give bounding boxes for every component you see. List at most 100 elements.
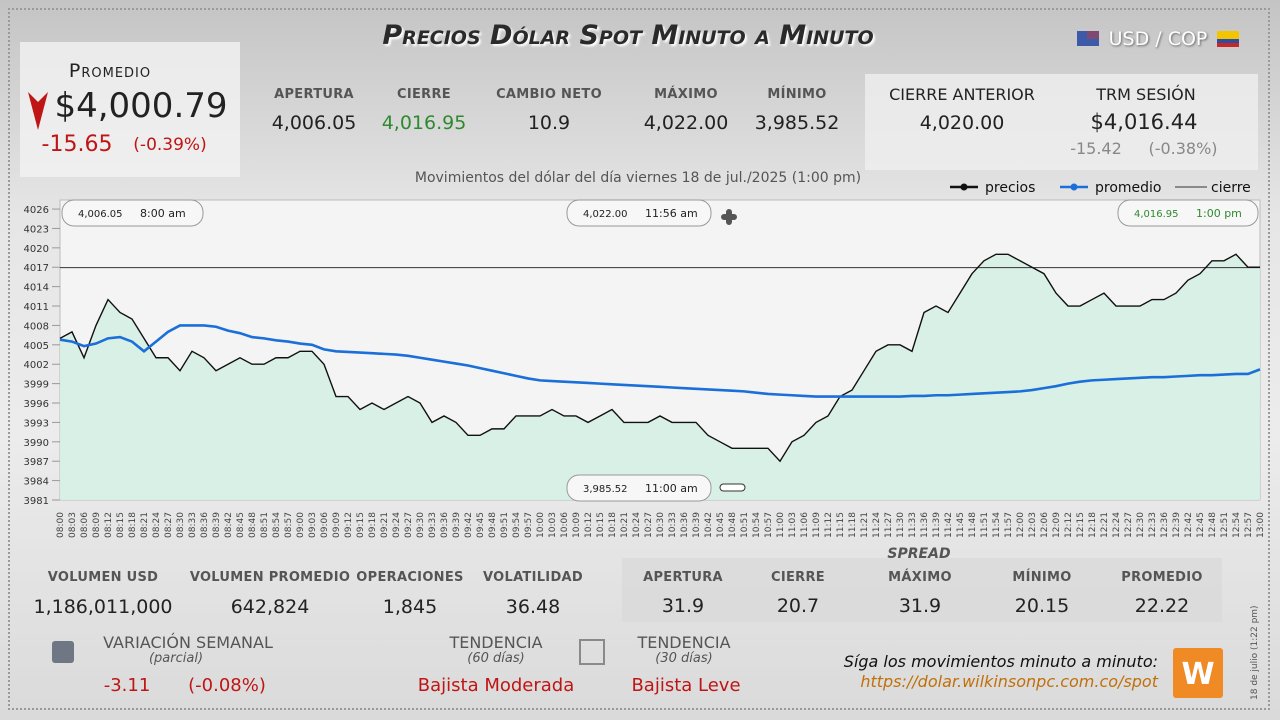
stat-value: 4,006.05 <box>271 112 357 134</box>
trm-change: -15.42 <box>1070 139 1122 158</box>
annotation-price: 3,985.52 <box>583 484 628 495</box>
spread-label: APERTURA <box>643 570 723 585</box>
y-tick-label: 3996 <box>24 399 49 410</box>
stat-value: 4,016.95 <box>381 112 467 134</box>
x-tick-label: 08:48 <box>248 512 258 538</box>
x-tick-label: 11:09 <box>812 512 822 538</box>
x-tick-label: 11:54 <box>992 512 1002 538</box>
x-tick-label: 09:51 <box>500 512 510 538</box>
trm-panel <box>865 74 1258 170</box>
x-tick-label: 12:15 <box>1076 512 1086 538</box>
x-tick-label: 08:45 <box>236 512 246 538</box>
x-tick-label: 12:45 <box>1196 512 1206 538</box>
tendencia-value: Bajista Moderada <box>417 675 575 696</box>
annotation-price: 4,022.00 <box>583 209 628 220</box>
y-tick-label: 4020 <box>24 244 49 255</box>
annotation-time: 11:00 am <box>645 482 698 495</box>
x-tick-label: 10:36 <box>680 512 690 538</box>
x-tick-label: 12:51 <box>1220 512 1230 538</box>
annotation-box <box>1117 199 1259 227</box>
spread-value: 20.15 <box>1014 595 1070 617</box>
x-tick-label: 11:57 <box>1004 512 1014 538</box>
tendencia-note: (60 días) <box>467 651 525 666</box>
y-tick-label: 3990 <box>24 438 49 449</box>
x-tick-label: 10:15 <box>596 512 606 538</box>
tendencia-value: Bajista Leve <box>631 675 741 696</box>
legend-dot <box>960 183 968 191</box>
variacion-pct: (-0.08%) <box>188 675 266 696</box>
x-tick-label: 08:30 <box>176 512 186 538</box>
x-tick-label: 11:36 <box>920 512 930 538</box>
co-flag-red <box>1217 43 1239 47</box>
x-tick-label: 10:00 <box>536 512 546 538</box>
x-tick-label: 08:18 <box>128 512 138 538</box>
x-tick-label: 10:24 <box>632 512 642 538</box>
annotation-time: 8:00 am <box>140 207 186 220</box>
spread-label: CIERRE <box>771 570 825 585</box>
x-tick-label: 08:57 <box>284 512 294 538</box>
logo-letter: W <box>1181 657 1214 692</box>
x-tick-label: 11:06 <box>800 512 810 538</box>
x-tick-label: 12:33 <box>1148 512 1158 538</box>
legend-dot <box>1070 183 1078 191</box>
x-tick-label: 10:09 <box>572 512 582 538</box>
x-tick-label: 10:54 <box>752 512 762 538</box>
promedio-panel <box>20 42 240 177</box>
x-tick-label: 12:36 <box>1160 512 1170 538</box>
spread-label: MÁXIMO <box>888 570 952 585</box>
footer-url[interactable]: https://dolar.wilkinsonpc.com.co/spot <box>860 672 1158 691</box>
variacion-note: (parcial) <box>148 651 204 666</box>
x-tick-label: 10:12 <box>584 512 594 538</box>
x-tick-label: 09:21 <box>380 512 390 538</box>
x-tick-label: 08:42 <box>224 512 234 538</box>
x-tick-label: 09:18 <box>368 512 378 538</box>
y-tick-label: 3987 <box>24 457 49 468</box>
trm-label: TRM SESIÓN <box>1096 85 1196 104</box>
x-tick-label: 12:09 <box>1052 512 1062 538</box>
x-tick-label: 11:12 <box>824 512 834 538</box>
x-tick-label: 11:24 <box>872 512 882 538</box>
spread-value: 20.7 <box>776 595 820 617</box>
y-tick-label: 4005 <box>24 341 49 352</box>
trm-change-pct: (-0.38%) <box>1148 139 1218 158</box>
variacion-value: -3.11 <box>103 675 151 696</box>
x-tick-label: 09:24 <box>392 512 402 538</box>
trm-value: $4,016.44 <box>1090 110 1198 134</box>
y-tick-label: 4023 <box>24 224 49 235</box>
spread-value: 31.9 <box>661 595 705 617</box>
x-tick-label: 10:21 <box>620 512 630 538</box>
x-tick-label: 10:27 <box>644 512 654 538</box>
spread-panel <box>622 558 1222 622</box>
co-flag-blue <box>1217 39 1239 43</box>
x-tick-label: 09:54 <box>512 512 522 538</box>
promedio-change-pct: (-0.39%) <box>133 135 207 155</box>
x-tick-label: 12:00 <box>1016 512 1026 538</box>
cierre-anterior-value: 4,020.00 <box>919 112 1005 134</box>
x-tick-label: 08:00 <box>56 512 66 538</box>
crosshair-icon <box>721 209 737 225</box>
volume-label: VOLUMEN USD <box>47 570 159 585</box>
y-tick-label: 3984 <box>24 477 49 488</box>
x-tick-label: 10:18 <box>608 512 618 538</box>
annotation-price: 4,016.95 <box>1134 209 1179 220</box>
x-tick-label: 09:09 <box>332 512 342 538</box>
x-tick-label: 08:36 <box>200 512 210 538</box>
x-tick-label: 10:06 <box>560 512 570 538</box>
volume-value: 36.48 <box>505 596 561 618</box>
logo <box>1173 648 1223 698</box>
x-tick-label: 12:24 <box>1112 512 1122 538</box>
x-tick-label: 12:18 <box>1088 512 1098 538</box>
volume-label: VOLATILIDAD <box>483 570 583 585</box>
x-tick-label: 08:24 <box>152 512 162 538</box>
x-tick-label: 12:42 <box>1184 512 1194 538</box>
x-tick-label: 10:03 <box>548 512 558 538</box>
x-tick-label: 08:51 <box>260 512 270 538</box>
x-tick-label: 08:06 <box>80 512 90 538</box>
x-tick-label: 09:00 <box>296 512 306 538</box>
y-tick-label: 3993 <box>24 418 49 429</box>
x-tick-label: 11:42 <box>944 512 954 538</box>
stat-label: CAMBIO NETO <box>496 87 602 102</box>
x-tick-label: 09:45 <box>476 512 486 538</box>
promedio-value: $4,000.79 <box>54 86 228 126</box>
x-tick-label: 13:00 <box>1256 512 1266 538</box>
